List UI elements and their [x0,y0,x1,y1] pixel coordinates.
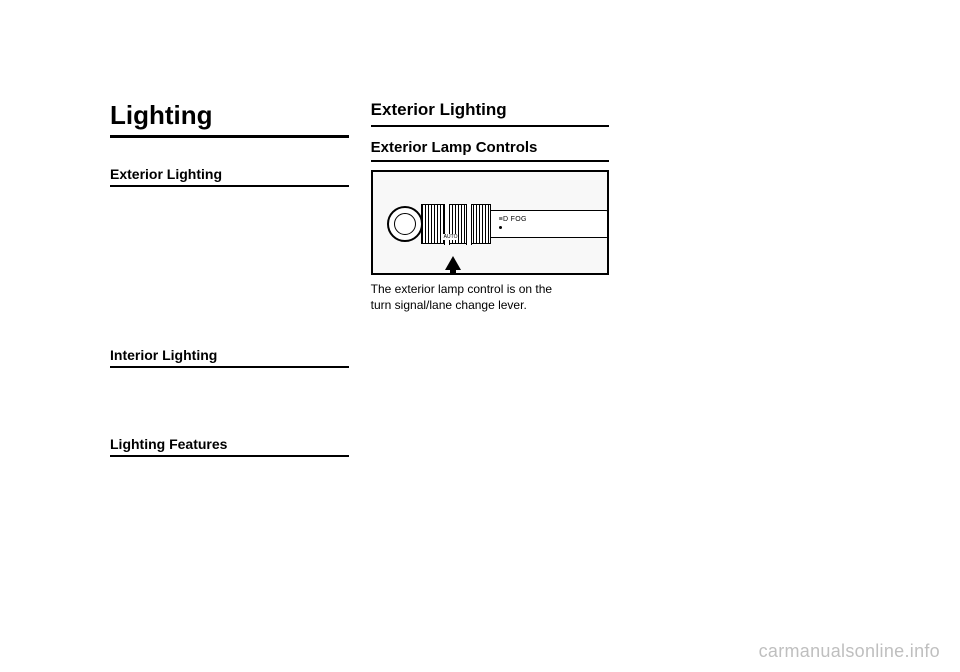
lever-knob-inner [394,213,416,235]
column-empty [631,100,870,533]
manual-page: Lighting Exterior Lighting Interior Ligh… [0,0,960,573]
chapter-title: Lighting [110,100,349,138]
caption-line-2: turn signal/lane change lever. [371,298,527,312]
figure-lamp-control: AUTO ≡D FOG [371,170,610,275]
toc-block-exterior [110,193,349,343]
auto-label: AUTO [443,234,459,240]
pointer-arrow-icon [445,256,461,270]
fog-dot-icon [499,226,502,229]
watermark: carmanualsonline.info [759,641,940,662]
fog-label: ≡D FOG [499,216,527,223]
caption-line-1: The exterior lamp control is on the [371,282,552,296]
toc-heading-exterior: Exterior Lighting [110,166,349,187]
section-title: Exterior Lighting [371,100,610,127]
toc-block-interior [110,374,349,432]
toc-block-features [110,463,349,533]
sub-title: Exterior Lamp Controls [371,139,610,162]
pointer-arrow-stem [450,269,456,275]
lever-stalk [489,210,610,238]
figure-caption: The exterior lamp control is on the turn… [371,281,610,313]
column-toc: Lighting Exterior Lighting Interior Ligh… [110,100,349,533]
column-content: Exterior Lighting Exterior Lamp Controls… [371,100,610,533]
lever-illustration: AUTO ≡D FOG [381,200,600,248]
toc-heading-features: Lighting Features [110,436,349,457]
toc-heading-interior: Interior Lighting [110,347,349,368]
